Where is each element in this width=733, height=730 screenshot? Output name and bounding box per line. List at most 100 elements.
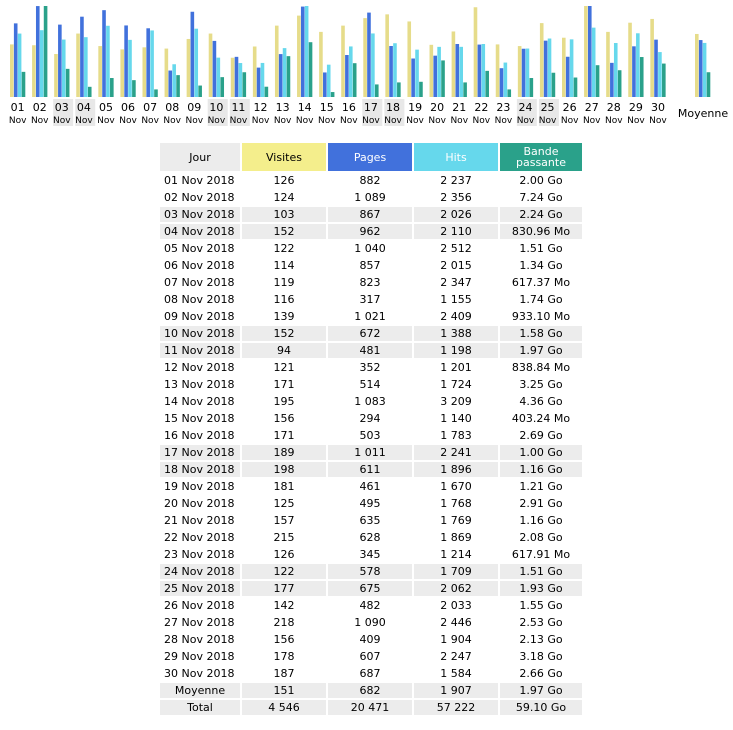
bar-3-24: [529, 78, 534, 97]
cell-hits: 2 062: [414, 581, 498, 596]
bar-1-03: [58, 24, 62, 97]
cell-day: 25 Nov 2018: [160, 581, 240, 596]
bar-0-21: [451, 31, 456, 97]
cell-pages: 578: [328, 564, 412, 579]
bar-3-21: [463, 82, 467, 97]
bar-3-20: [441, 60, 445, 97]
cell-hits: 1 388: [414, 326, 498, 341]
table-row: 06 Nov 2018 114 857 2 015 1.34 Go: [160, 258, 582, 273]
cell-visits: 119: [273, 276, 295, 289]
tick-label-day: 03: [55, 101, 69, 114]
table-row: 28 Nov 2018 156 409 1 904 2.13 Go: [160, 632, 582, 647]
total-row-bandwidth: 59.10 Go: [500, 700, 582, 715]
bar-3-07: [154, 89, 158, 97]
total-row-visits: 4 546: [242, 700, 326, 715]
cell-visits: 156: [273, 412, 295, 425]
cell-bandwidth: 403.24 Mo: [511, 412, 571, 425]
tick-label-month: Nov: [384, 116, 402, 126]
cell-hits: 3 209: [440, 395, 472, 408]
bar-0-05: [98, 46, 102, 97]
cell-bandwidth: 617.37 Mo: [511, 276, 571, 289]
cell-day: 28 Nov 2018: [164, 633, 235, 646]
cell-day: 26 Nov 2018: [164, 599, 235, 612]
table-row: 13 Nov 2018 171 514 1 724 3.25 Go: [160, 377, 582, 392]
table-row: 30 Nov 2018 187 687 1 584 2.66 Go: [160, 666, 582, 681]
cell-pages: 1 083: [354, 395, 386, 408]
cell-visits: 171: [273, 378, 295, 391]
cell-day: 19 Nov 2018: [164, 480, 235, 493]
cell-bandwidth: 1.16 Go: [519, 514, 563, 527]
table-row: 19 Nov 2018 181 461 1 670 1.21 Go: [160, 479, 582, 494]
cell-bandwidth: 1.58 Go: [500, 326, 582, 341]
bar-2-03: [61, 39, 66, 97]
cell-day: 23 Nov 2018: [164, 548, 235, 561]
bar-1-06: [124, 25, 128, 98]
tick-label-day: 12: [254, 101, 268, 114]
cell-visits: 156: [273, 633, 295, 646]
bar-2-20: [437, 46, 441, 97]
bar-1-01: [13, 23, 18, 97]
bar-2-16: [349, 46, 353, 97]
cell-bandwidth: 1.74 Go: [519, 293, 563, 306]
bar-3-23: [507, 89, 512, 97]
cell-visits: 189: [242, 445, 326, 460]
bar-1-30: [654, 39, 658, 97]
weekend-label-bg: [75, 99, 96, 126]
header-pages: Pages: [328, 143, 412, 171]
cell-pages: 672: [328, 326, 412, 341]
bar-3-16: [352, 63, 357, 97]
cell-visits: 125: [273, 497, 295, 510]
bar-1-18: [389, 45, 393, 97]
cell-pages: 962: [328, 224, 412, 239]
cell-bandwidth: 830.96 Mo: [500, 224, 582, 239]
bar-2-13: [282, 48, 287, 97]
tick-label-day: 07: [143, 101, 157, 114]
tick-label-month: Nov: [97, 116, 115, 126]
bar-0-25: [539, 23, 544, 97]
table-row: 17 Nov 2018 189 1 011 2 241 1.00 Go: [160, 445, 582, 460]
bar-1-12: [256, 67, 261, 97]
tick-label-month: Nov: [539, 116, 557, 126]
cell-pages: 882: [359, 174, 381, 187]
cell-hits: 1 869: [440, 531, 472, 544]
tick-label-day: 16: [342, 101, 356, 114]
total-row: Total 4 546 20 471 57 222 59.10 Go: [160, 700, 582, 715]
tick-label-day: 06: [121, 101, 135, 114]
table-row: 11 Nov 2018 94 481 1 198 1.97 Go: [160, 343, 582, 358]
bar-1-24: [521, 48, 526, 97]
cell-bandwidth: 4.36 Go: [519, 395, 563, 408]
tick-label-day: 15: [320, 101, 334, 114]
bar-1-14: [300, 6, 305, 97]
bar-2-26: [569, 39, 574, 97]
bar-1-05: [102, 10, 106, 98]
tick-label-month: Nov: [318, 116, 336, 126]
bar-2-06: [128, 39, 132, 97]
cell-pages: 514: [359, 378, 381, 391]
average-row-bandwidth: 1.97 Go: [500, 683, 582, 698]
cell-pages: 482: [359, 599, 381, 612]
tick-label-day: 19: [408, 101, 422, 114]
table-row: 23 Nov 2018 126 345 1 214 617.91 Mo: [160, 547, 582, 562]
cell-pages: 857: [359, 259, 381, 272]
bar-1-13: [278, 54, 283, 97]
cell-hits: 1 709: [414, 564, 498, 579]
cell-pages: 461: [359, 480, 381, 493]
cell-visits: 116: [273, 293, 295, 306]
cell-hits: 2 015: [440, 259, 472, 272]
total-row-hits: 57 222: [414, 700, 498, 715]
bar-0-15: [319, 31, 323, 98]
cell-day: 17 Nov 2018: [160, 445, 240, 460]
bar-average-0: [695, 33, 699, 97]
bar-0-14: [297, 15, 301, 98]
cell-pages: 345: [359, 548, 381, 561]
table-header-row: Jour Visites Pages Hits Bande passante: [160, 143, 582, 171]
cell-hits: 1 724: [440, 378, 472, 391]
bar-2-28: [613, 43, 618, 97]
table-row: 08 Nov 2018 116 317 1 155 1.74 Go: [160, 292, 582, 307]
cell-bandwidth: 2.66 Go: [519, 667, 563, 680]
bar-2-24: [525, 48, 530, 97]
tick-label-day: 25: [541, 101, 555, 114]
cell-visits: 152: [242, 224, 326, 239]
table-row: 20 Nov 2018 125 495 1 768 2.91 Go: [160, 496, 582, 511]
bar-0-12: [252, 46, 257, 97]
